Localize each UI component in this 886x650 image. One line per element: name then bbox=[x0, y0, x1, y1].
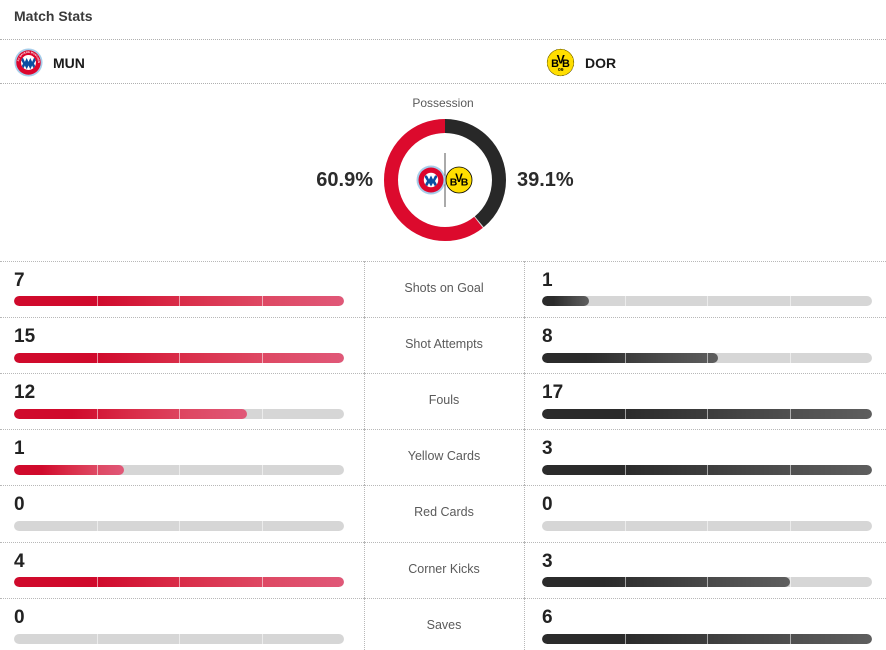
svg-text:V: V bbox=[557, 52, 566, 66]
svg-text:09: 09 bbox=[558, 67, 564, 73]
svg-text:V: V bbox=[455, 173, 463, 185]
